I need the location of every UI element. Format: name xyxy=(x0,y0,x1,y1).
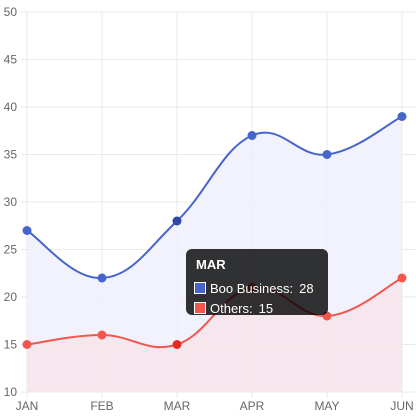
data-point xyxy=(22,340,32,349)
y-tick-label: 50 xyxy=(4,5,18,19)
y-tick-label: 15 xyxy=(4,338,18,352)
tooltip-series-value: 28 xyxy=(299,280,314,296)
y-tick-label: 30 xyxy=(4,195,18,209)
y-tick-label: 25 xyxy=(4,243,18,257)
x-tick-label: JUN xyxy=(390,399,413,413)
data-point xyxy=(97,330,107,340)
data-point xyxy=(172,216,182,226)
x-tick-label: APR xyxy=(240,399,265,413)
y-tick-label: 35 xyxy=(4,148,18,162)
data-point xyxy=(397,273,407,283)
tooltip-swatch-others xyxy=(194,302,206,314)
x-tick-label: MAR xyxy=(164,399,191,413)
y-tick-label: 10 xyxy=(4,385,18,399)
x-tick-label: FEB xyxy=(90,399,113,413)
tooltip-row-others: Others: 15 xyxy=(194,298,320,318)
y-tick-label: 45 xyxy=(4,53,18,67)
x-tick-label: JAN xyxy=(16,399,39,413)
tooltip-series-value: 15 xyxy=(258,300,274,316)
data-point xyxy=(97,273,107,283)
data-point xyxy=(22,226,32,235)
data-point xyxy=(397,112,407,121)
y-tick-label: 20 xyxy=(4,290,18,304)
tooltip-series-label: Others: xyxy=(210,300,253,316)
x-axis-ticks: JAN FEB MAR APR MAY JUN xyxy=(16,399,414,413)
tooltip-series-label: Boo Business: xyxy=(210,280,294,296)
x-tick-label: MAY xyxy=(314,399,339,413)
series-line-0 xyxy=(26,115,403,280)
data-point xyxy=(247,131,257,140)
data-point xyxy=(322,150,332,159)
chart-tooltip: MAR Boo Business: 28 Others: 15 xyxy=(186,249,328,318)
series-area-1 xyxy=(27,278,402,392)
y-axis-ticks: 10 15 20 25 30 35 40 45 50 xyxy=(4,5,18,399)
data-point xyxy=(172,340,182,349)
tooltip-swatch-boo-business xyxy=(194,282,206,294)
tooltip-row-boo-business: Boo Business: 28 xyxy=(194,278,320,298)
tooltip-title: MAR xyxy=(196,257,226,272)
y-tick-label: 40 xyxy=(4,100,18,114)
